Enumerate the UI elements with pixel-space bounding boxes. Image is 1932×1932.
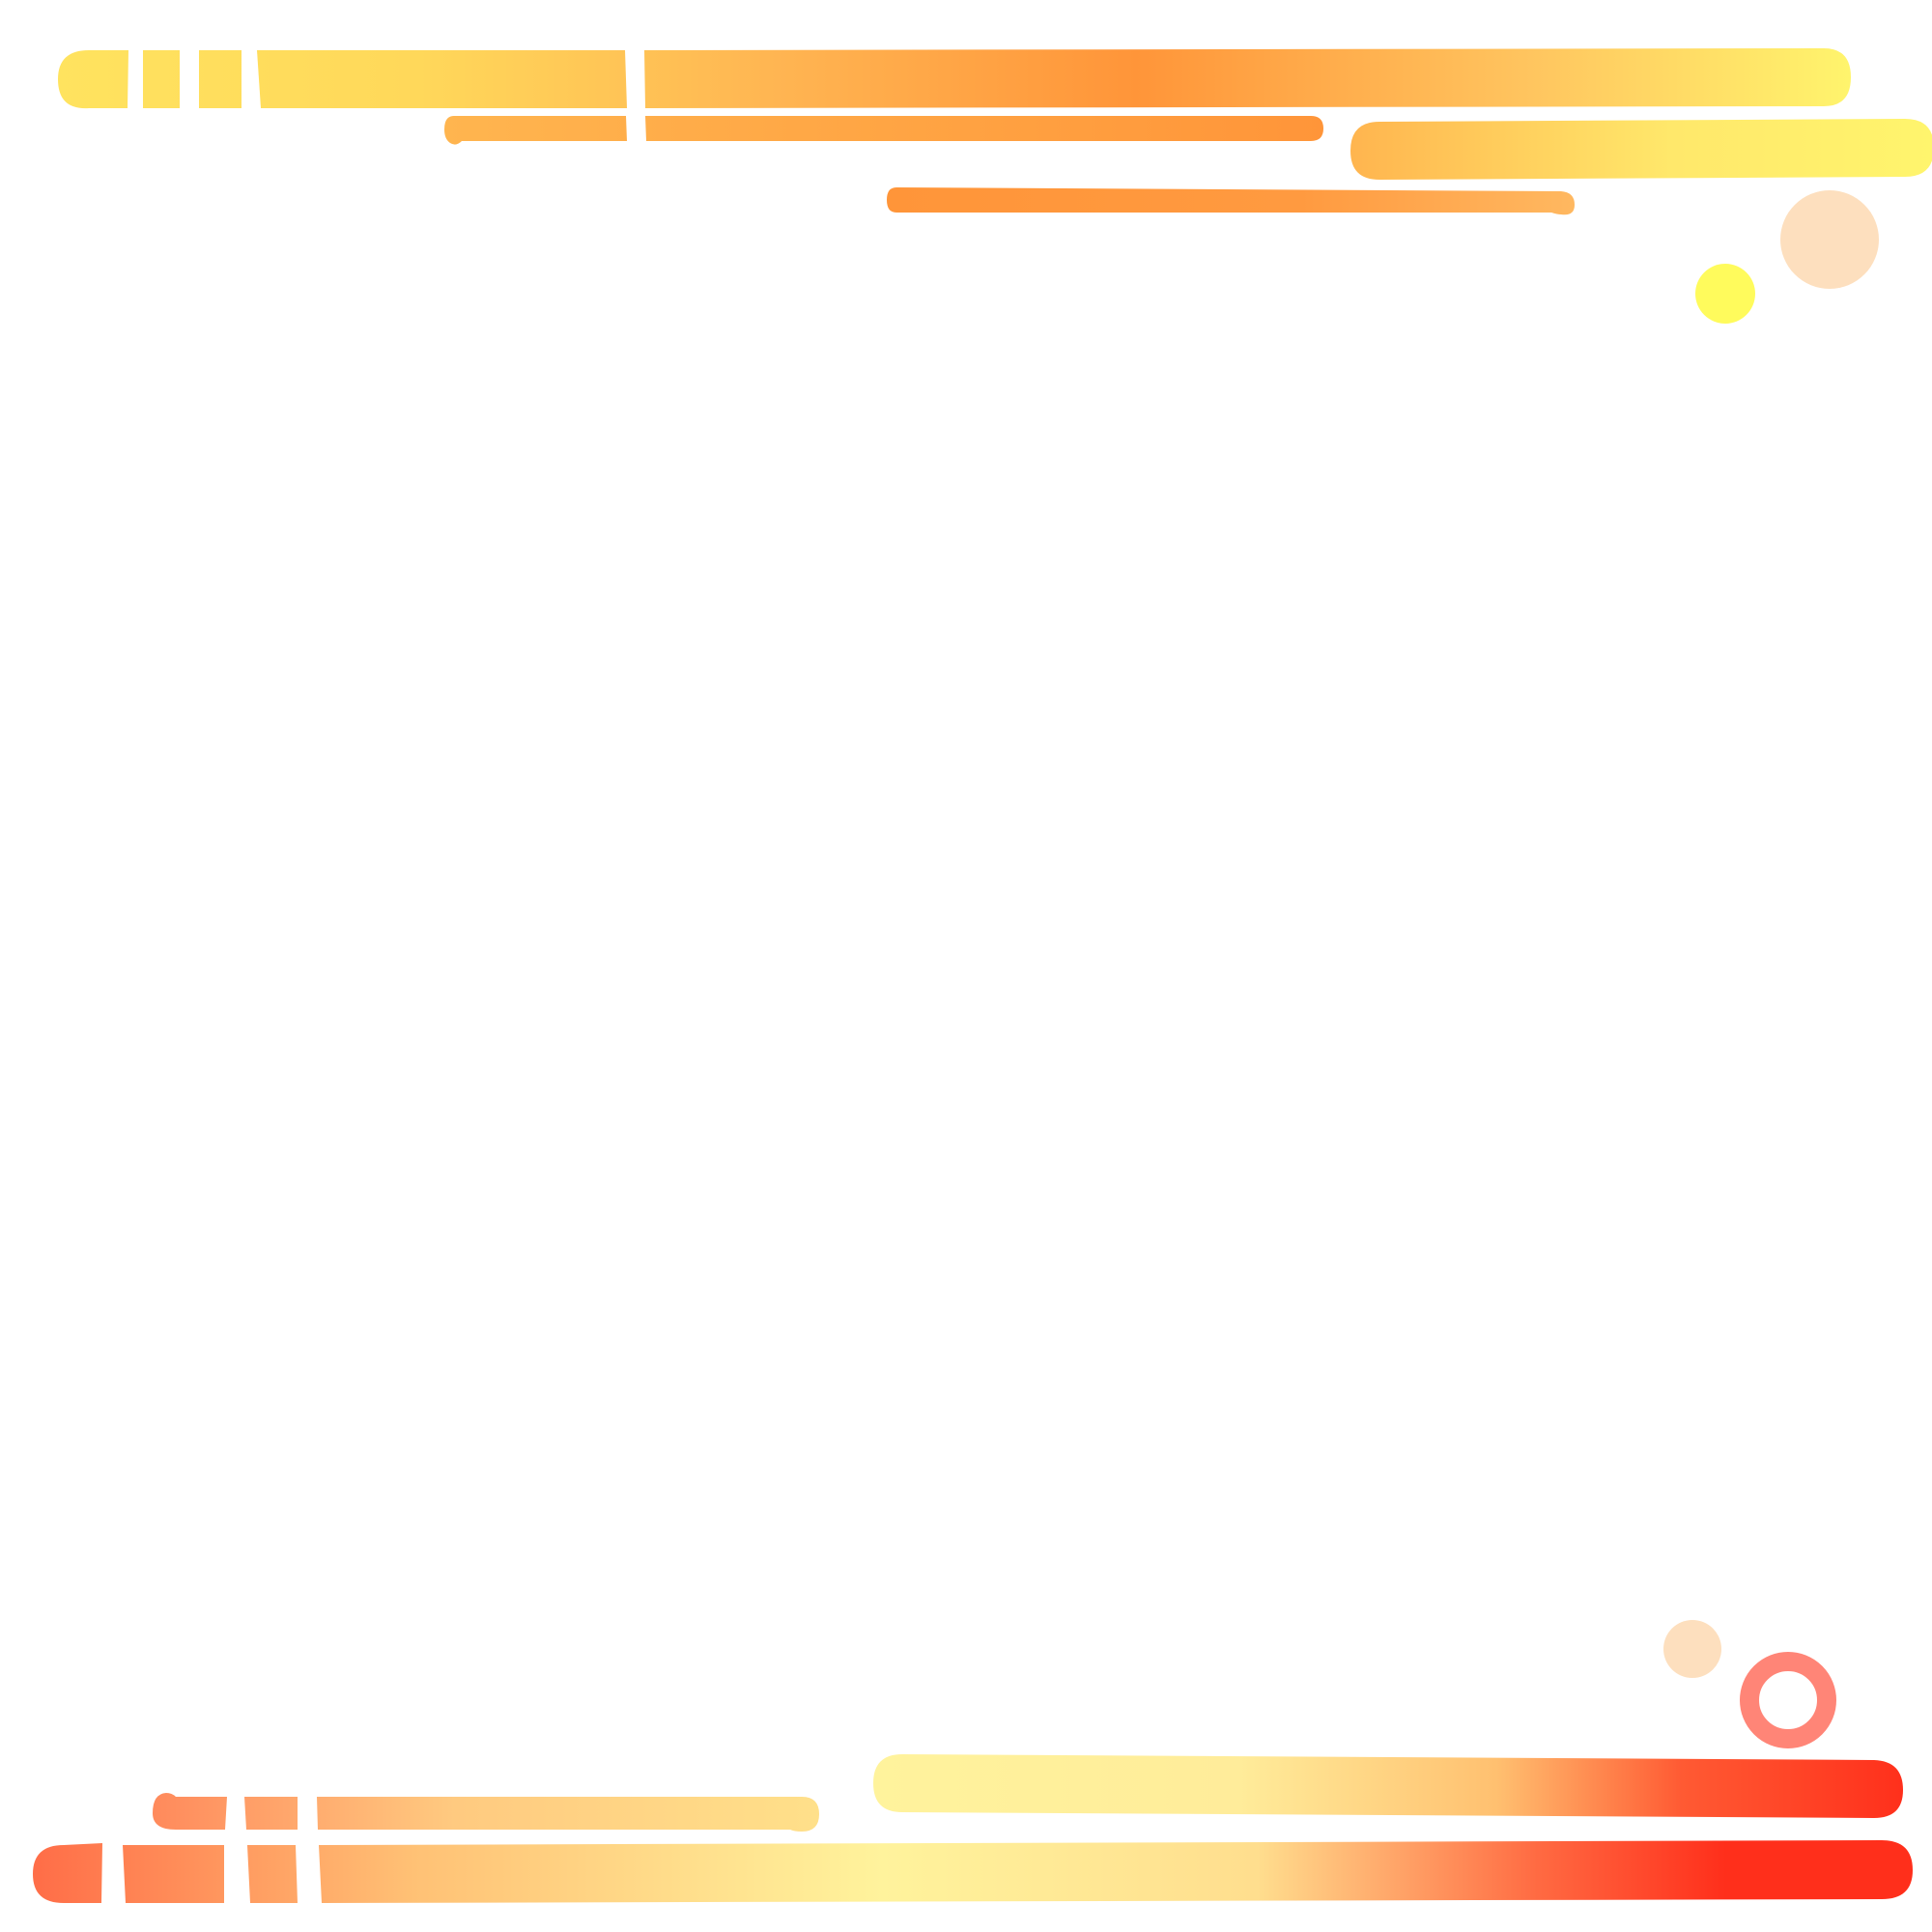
top-yellow-dot — [1695, 264, 1755, 324]
bottom-small-stripe-segment — [244, 1797, 298, 1830]
bottom-main-stripe-segment — [247, 1845, 298, 1903]
top-main-stripe-segment — [257, 50, 627, 108]
top-main-stripe — [58, 50, 128, 109]
bottom-decoration — [33, 1620, 1913, 1903]
top-right-stripe — [1350, 119, 1932, 180]
top-thin-stripe — [887, 187, 1575, 215]
bottom-ring — [1740, 1652, 1836, 1748]
top-decoration — [58, 48, 1932, 324]
top-peach-circle — [1780, 190, 1879, 289]
bottom-small-stripe — [153, 1793, 227, 1830]
bottom-main-stripe-segment — [123, 1845, 224, 1903]
bottom-main-stripe-segment — [319, 1840, 1913, 1903]
bottom-right-stripe — [873, 1754, 1903, 1818]
top-main-stripe-segment — [199, 50, 242, 108]
bottom-small-stripe-segment — [317, 1797, 819, 1832]
top-main-stripe-segment — [644, 48, 1851, 108]
top-mid-stripe — [444, 116, 627, 145]
bottom-main-stripe — [33, 1843, 102, 1903]
top-main-stripe-segment — [143, 50, 180, 108]
top-mid-stripe-segment — [645, 116, 1323, 141]
bottom-peach-circle — [1663, 1620, 1721, 1678]
